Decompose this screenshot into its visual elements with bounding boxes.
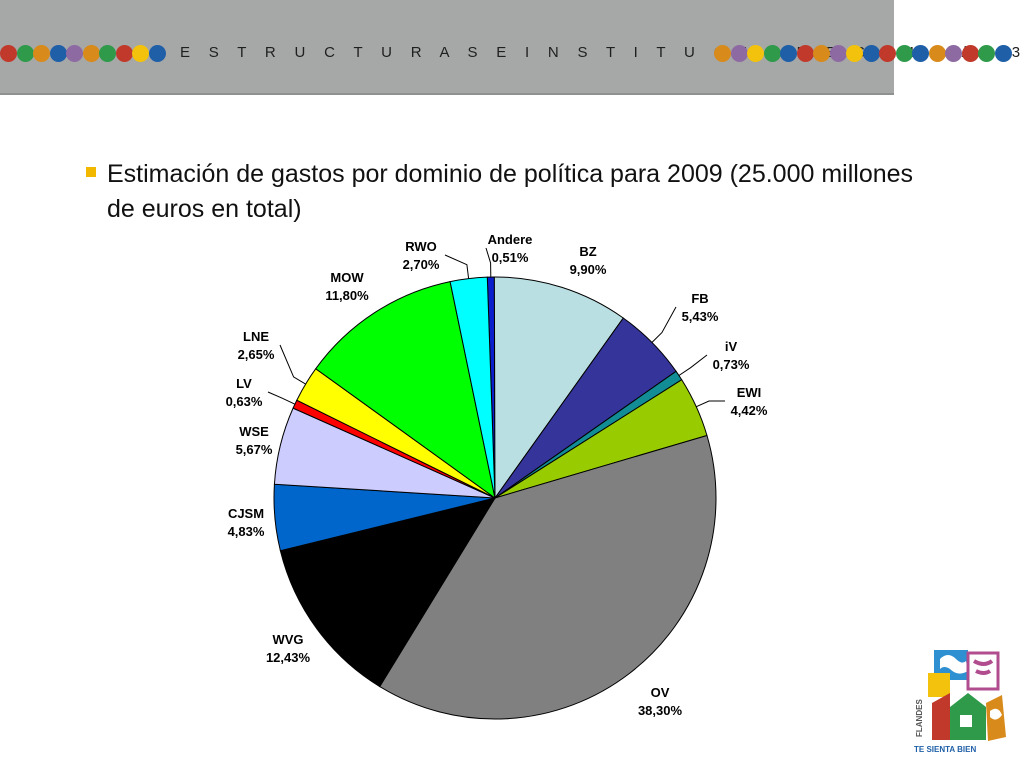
slice-value-label: 5,43% xyxy=(682,309,719,324)
slice-value-label: 0,73% xyxy=(713,357,750,372)
header-dot xyxy=(895,45,913,62)
slice-name-label: MOW xyxy=(330,270,364,285)
header-dot xyxy=(912,45,929,62)
header-dot xyxy=(994,45,1012,62)
slice-value-label: 2,70% xyxy=(403,257,440,272)
header-dot xyxy=(16,45,34,62)
header-dot xyxy=(879,45,896,62)
slice-value-label: 11,80% xyxy=(325,288,369,303)
header-dot xyxy=(945,45,962,62)
header-dot xyxy=(796,45,814,62)
slice-name-label: EWI xyxy=(737,385,762,400)
logo-bottom-text: TE SIENTA BIEN xyxy=(914,745,976,754)
bullet-icon xyxy=(86,167,96,177)
header-dot xyxy=(763,45,781,62)
slice-value-label: 12,43% xyxy=(266,650,311,665)
slice-name-label: WVG xyxy=(272,632,303,647)
slice-name-label: BZ xyxy=(579,244,596,259)
leader-line-rwo xyxy=(444,254,470,279)
header-dot xyxy=(49,45,67,62)
slice-name-label: CJSM xyxy=(228,506,264,521)
header-dot xyxy=(82,45,100,62)
slice-name-label: LNE xyxy=(243,329,269,344)
leader-line-lne xyxy=(279,344,306,385)
leader-line-iv xyxy=(678,354,708,376)
header-dot xyxy=(747,45,764,62)
flandes-logo: FLANDES TE SIENTA BIEN xyxy=(914,650,1006,754)
slice-value-label: 2,65% xyxy=(238,347,275,362)
slice-name-label: LV xyxy=(236,376,252,391)
pie-slice-bz xyxy=(493,276,624,500)
leader-line-andere xyxy=(485,247,492,278)
pie-slice-mow xyxy=(315,281,496,500)
slice-name-label: iV xyxy=(725,339,738,354)
header-dot xyxy=(714,45,731,62)
bullet-text: Estimación de gastos por dominio de polí… xyxy=(107,160,914,223)
slice-value-label: 38,30% xyxy=(638,703,683,718)
header-dot xyxy=(961,45,979,62)
header-dot xyxy=(928,45,946,62)
header-dot xyxy=(99,45,116,62)
header-dot xyxy=(0,45,17,62)
slice-labels: Andere 0,51% BZ 9,90% FB 5,43% iV 0,73% EWI 4,42%… xyxy=(226,232,768,718)
slice-name-label: OV xyxy=(651,685,670,700)
leader-lines xyxy=(267,247,725,408)
leader-line-ewi xyxy=(696,400,725,408)
leader-line-fb xyxy=(651,306,677,343)
logo-vertical-text: FLANDES xyxy=(915,699,924,737)
pie-slice-ov xyxy=(379,434,717,720)
header-dot xyxy=(829,45,847,62)
header-dot xyxy=(780,45,797,62)
slice-value-label: 4,83% xyxy=(228,524,265,539)
slice-name-label: FB xyxy=(691,291,708,306)
header-dot xyxy=(115,45,133,62)
header-dot xyxy=(862,45,880,62)
slice-value-label: 5,67% xyxy=(236,442,273,457)
slice-name-label: RWO xyxy=(405,239,437,254)
pie-slices xyxy=(273,276,717,720)
pie-slice-wvg xyxy=(279,497,497,688)
header-dot xyxy=(132,45,149,62)
slice-name-label: WSE xyxy=(239,424,269,439)
slice-value-label: 0,51% xyxy=(492,250,529,265)
header-dot xyxy=(148,45,166,62)
header-dot xyxy=(978,45,995,62)
header-dot xyxy=(813,45,830,62)
slice-name-label: Andere xyxy=(488,232,533,247)
header-dot xyxy=(846,45,863,62)
slice-value-label: 0,63% xyxy=(226,394,263,409)
header-dot xyxy=(66,45,83,62)
leader-line-lv xyxy=(267,391,296,405)
slice-value-label: 9,90% xyxy=(570,262,607,277)
slice-value-label: 4,42% xyxy=(731,403,768,418)
header-dot xyxy=(730,45,748,62)
header-dot xyxy=(33,45,50,62)
